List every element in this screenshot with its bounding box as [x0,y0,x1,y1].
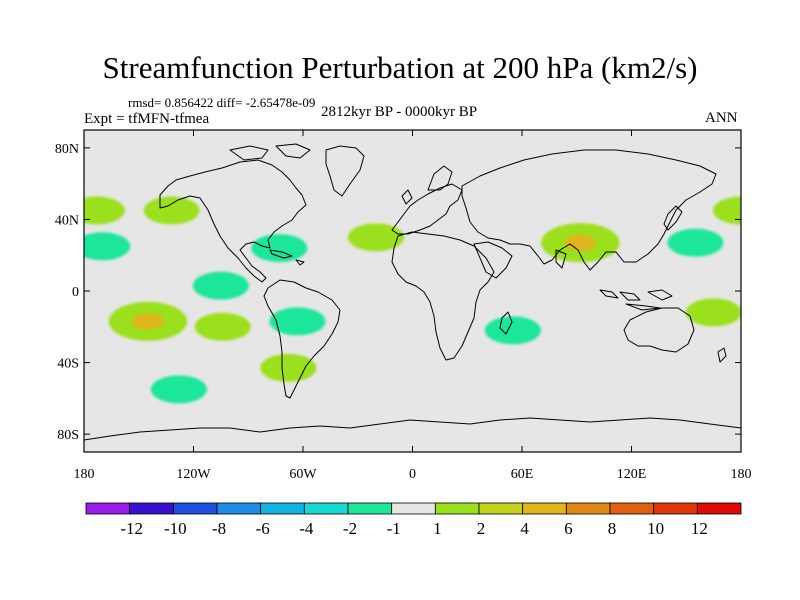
anomaly-region [143,196,200,225]
season-label: ANN [705,110,738,126]
colorbar-swatch [609,502,655,515]
lat-tick-label: 40N [55,213,79,228]
lon-tick-label: 60E [511,467,534,482]
colorbar-swatch [434,502,480,515]
colorbar: -12 -10 -8 -6 -4 -2 -1 1 2 4 6 8 10 12 [85,502,742,538]
lon-tick-label: 0 [409,467,416,482]
lon-tick-label: 60W [289,467,317,482]
coastlines [84,143,741,441]
lon-tick-label: 120E [617,467,647,482]
stats-text: rmsd= 0.856422 diff= -2.65478e-09 [128,95,316,110]
colorbar-label: -6 [256,519,270,538]
anomaly-region [269,307,326,336]
colorbar-swatch [216,502,262,515]
lon-tick-label: 180 [74,467,95,482]
anomaly-core [131,313,164,330]
colorbar-swatch [522,502,567,515]
colorbar-label: 4 [520,519,529,538]
anomaly-region [484,316,541,345]
colorbar-label: 10 [647,519,664,538]
period-label: 2812kyr BP - 0000kyr BP [321,104,478,120]
colorbar-label: -8 [212,519,226,538]
colorbar-swatch [347,502,393,515]
lon-tick-label: 180 [731,467,752,482]
colorbar-swatch [653,502,698,515]
anomaly-region [84,232,131,261]
colorbar-label: -4 [299,519,314,538]
anomaly-region [84,196,125,225]
anomaly-region [194,312,251,341]
colorbar-label: -10 [164,519,187,538]
colorbar-label: 6 [564,519,573,538]
map-axes: 80N 40N 0 40S 80S 180 120W 60W 0 60E 120E 180 [55,130,752,482]
colorbar-label: 8 [608,519,617,538]
colorbar-label: -12 [120,519,143,538]
anomaly-region [685,298,741,327]
colorbar-swatch [696,502,742,515]
anomaly-region [251,234,308,263]
colorbar-swatch [391,502,436,515]
lat-tick-label: 80N [55,142,79,157]
lat-tick-label: 0 [72,285,79,300]
anomaly-core [564,234,597,251]
colorbar-swatch [172,502,218,515]
colorbar-label: 1 [433,519,442,538]
chart-title: Streamfunction Perturbation at 200 hPa (… [102,50,698,85]
lat-tick-label: 40S [57,357,79,372]
anomaly-region [713,196,741,225]
lat-tick-label: 80S [57,428,79,443]
colorbar-swatch [478,502,524,515]
anomaly-region [260,353,317,382]
anomaly-region [192,271,249,300]
colorbar-label: 2 [477,519,486,538]
colorbar-label: -1 [387,519,401,538]
colorbar-label: 12 [691,519,708,538]
colorbar-swatch [565,502,611,515]
colorbar-swatch [129,502,174,515]
colorbar-label: -2 [343,519,357,538]
colorbar-swatch [260,502,305,515]
anomaly-region [150,375,207,404]
anomaly-region [348,223,404,252]
experiment-label: Expt = tfMFN-tfmea [84,111,210,127]
lon-tick-label: 120W [176,467,211,482]
anomaly-contours [84,196,741,404]
anomaly-region [667,228,724,257]
colorbar-swatch [85,502,131,515]
colorbar-swatch [303,502,349,515]
